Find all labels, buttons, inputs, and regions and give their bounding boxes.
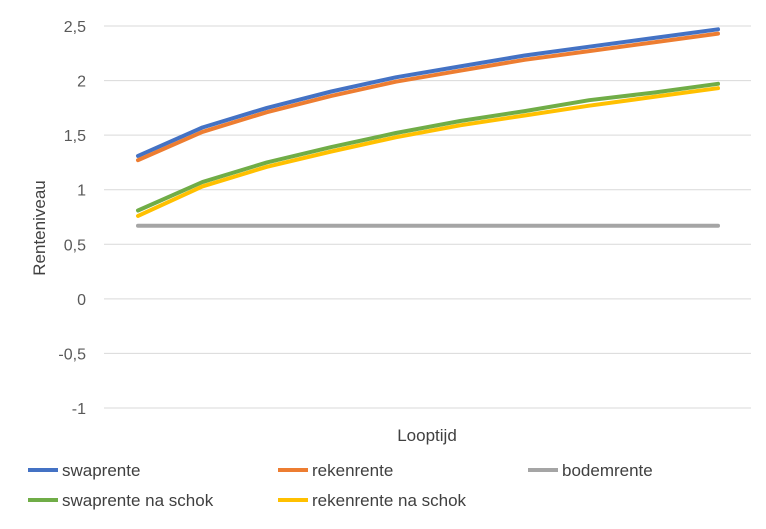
- series-lines: [136, 27, 720, 228]
- legend-label: rekenrente: [312, 461, 393, 480]
- y-axis-tick-labels: 2,5 2 1,5 1 0,5 0 -0,5 -1: [58, 19, 86, 418]
- legend-item-swaprente-na-schok: swaprente na schok: [28, 491, 214, 510]
- legend: swaprente rekenrente bodemrente swaprente n…: [28, 461, 653, 510]
- legend-label: bodemrente: [562, 461, 653, 480]
- y-tick-label: 1,5: [64, 128, 86, 145]
- legend-item-swaprente: swaprente: [28, 461, 140, 480]
- legend-item-bodemrente: bodemrente: [528, 461, 653, 480]
- y-tick-label: -0,5: [58, 346, 86, 363]
- y-tick-label: 2: [77, 74, 86, 91]
- legend-label: swaprente na schok: [62, 491, 214, 510]
- legend-label: swaprente: [62, 461, 140, 480]
- y-tick-label: -1: [72, 401, 86, 418]
- y-axis-title: Renteniveau: [30, 180, 49, 275]
- legend-item-rekenrente-na-schok: rekenrente na schok: [278, 491, 467, 510]
- series-line-swaprente-na-schok: [136, 81, 720, 213]
- series-line-swaprente: [136, 27, 720, 158]
- y-tick-label: 0: [77, 292, 86, 309]
- x-axis-title: Looptijd: [397, 426, 457, 445]
- gridlines: [104, 25, 751, 409]
- series-line-rekenrente: [136, 31, 720, 163]
- legend-label: rekenrente na schok: [312, 491, 467, 510]
- legend-item-rekenrente: rekenrente: [278, 461, 393, 480]
- y-tick-label: 1: [77, 183, 86, 200]
- series-line-rekenrente-na-schok: [136, 86, 720, 218]
- y-tick-label: 2,5: [64, 19, 86, 36]
- y-tick-label: 0,5: [64, 237, 86, 254]
